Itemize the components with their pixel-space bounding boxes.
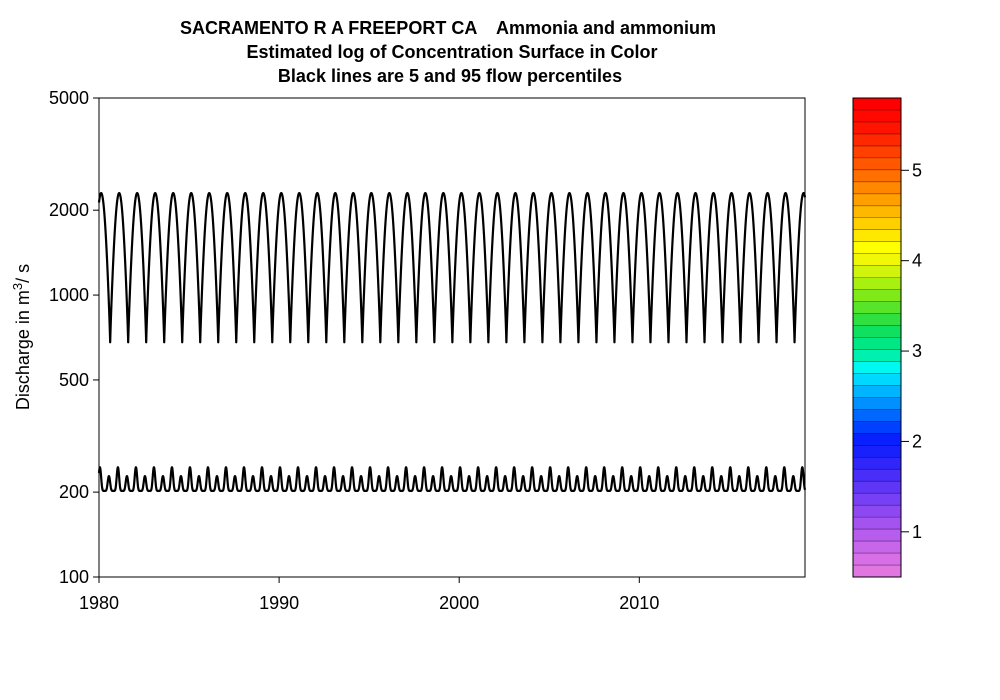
x-tick-label-1990: 1990 bbox=[259, 593, 299, 613]
colorbar-bands bbox=[853, 98, 901, 578]
colorbar-band-1 bbox=[853, 553, 901, 566]
plot-frame bbox=[98, 97, 806, 578]
series-layer bbox=[97, 191, 807, 493]
colorbar-tick-label-3: 3 bbox=[912, 341, 922, 361]
y-axis-label: Discharge in m3/ s bbox=[10, 264, 33, 410]
y-axis-label-superscript: 3 bbox=[10, 283, 25, 290]
colorbar-band-38 bbox=[853, 109, 901, 123]
y-tick-label-500: 500 bbox=[59, 370, 89, 390]
colorbar-band-7 bbox=[853, 481, 901, 494]
x-tick-label-1980: 1980 bbox=[79, 593, 119, 613]
colorbar-band-15 bbox=[853, 385, 901, 398]
chart-title-line-2: Estimated log of Concentration Surface i… bbox=[246, 42, 657, 62]
colorbar-band-9 bbox=[853, 457, 901, 470]
colorbar-band-21 bbox=[853, 313, 901, 326]
y-axis-label-suffix: / s bbox=[13, 264, 33, 283]
colorbar-band-24 bbox=[853, 277, 901, 290]
colorbar-band-6 bbox=[853, 493, 901, 506]
colorbar-band-39 bbox=[853, 98, 901, 111]
series-95-percentile-line bbox=[97, 191, 807, 344]
colorbar-band-16 bbox=[853, 373, 901, 386]
colorbar-band-29 bbox=[853, 217, 901, 231]
colorbar-band-28 bbox=[853, 229, 901, 242]
colorbar-band-36 bbox=[853, 133, 901, 147]
colorbar-band-22 bbox=[853, 301, 901, 314]
y-tick-label-1000: 1000 bbox=[49, 285, 89, 305]
colorbar-frame bbox=[852, 97, 902, 578]
colorbar-band-35 bbox=[853, 145, 901, 159]
chart-title-line-3: Black lines are 5 and 95 flow percentile… bbox=[278, 66, 622, 86]
colorbar-band-30 bbox=[853, 205, 901, 219]
colorbar-band-37 bbox=[853, 121, 901, 135]
y-axis: 100 200 500 1000 2000 5000 bbox=[49, 88, 99, 587]
y-tick-label-5000: 5000 bbox=[49, 88, 89, 108]
colorbar-band-25 bbox=[853, 265, 901, 278]
colorbar-band-20 bbox=[853, 325, 901, 338]
x-tick-label-2000: 2000 bbox=[439, 593, 479, 613]
y-tick-label-2000: 2000 bbox=[49, 200, 89, 220]
y-tick-label-100: 100 bbox=[59, 567, 89, 587]
colorbar-band-23 bbox=[853, 289, 901, 302]
colorbar-band-27 bbox=[853, 241, 901, 254]
colorbar-band-18 bbox=[853, 349, 901, 362]
colorbar-band-8 bbox=[853, 469, 901, 482]
colorbar: 1 2 3 4 5 bbox=[852, 97, 922, 578]
colorbar-band-33 bbox=[853, 169, 901, 183]
colorbar-band-4 bbox=[853, 517, 901, 530]
colorbar-band-5 bbox=[853, 505, 901, 518]
colorbar-band-2 bbox=[853, 541, 901, 554]
colorbar-band-31 bbox=[853, 193, 901, 207]
colorbar-tick-label-4: 4 bbox=[912, 251, 922, 271]
x-tick-label-2010: 2010 bbox=[619, 593, 659, 613]
colorbar-band-14 bbox=[853, 397, 901, 410]
colorbar-band-3 bbox=[853, 529, 901, 542]
chart-title-line-1: SACRAMENTO R A FREEPORT CA Ammonia and a… bbox=[180, 18, 716, 38]
colorbar-band-19 bbox=[853, 337, 901, 350]
series-5-percentile-line bbox=[97, 466, 807, 493]
colorbar-band-11 bbox=[853, 433, 901, 446]
colorbar-tick-label-2: 2 bbox=[912, 431, 922, 451]
y-axis-label-prefix: Discharge in m bbox=[13, 290, 33, 410]
colorbar-band-10 bbox=[853, 445, 901, 458]
y-tick-label-200: 200 bbox=[59, 482, 89, 502]
colorbar-band-17 bbox=[853, 361, 901, 374]
colorbar-band-32 bbox=[853, 181, 901, 195]
colorbar-band-13 bbox=[853, 409, 901, 422]
x-axis: 1980 1990 2000 2010 bbox=[79, 577, 659, 613]
colorbar-band-12 bbox=[853, 421, 901, 434]
plot-area: 1980 1990 2000 2010 100 200 500 1000 2000 5000 bbox=[49, 88, 807, 613]
colorbar-ticks: 1 2 3 4 5 bbox=[901, 160, 922, 542]
colorbar-band-26 bbox=[853, 253, 901, 266]
colorbar-band-34 bbox=[853, 157, 901, 171]
colorbar-tick-label-1: 1 bbox=[912, 522, 922, 542]
colorbar-band-0 bbox=[853, 565, 901, 578]
colorbar-tick-label-5: 5 bbox=[912, 160, 922, 180]
